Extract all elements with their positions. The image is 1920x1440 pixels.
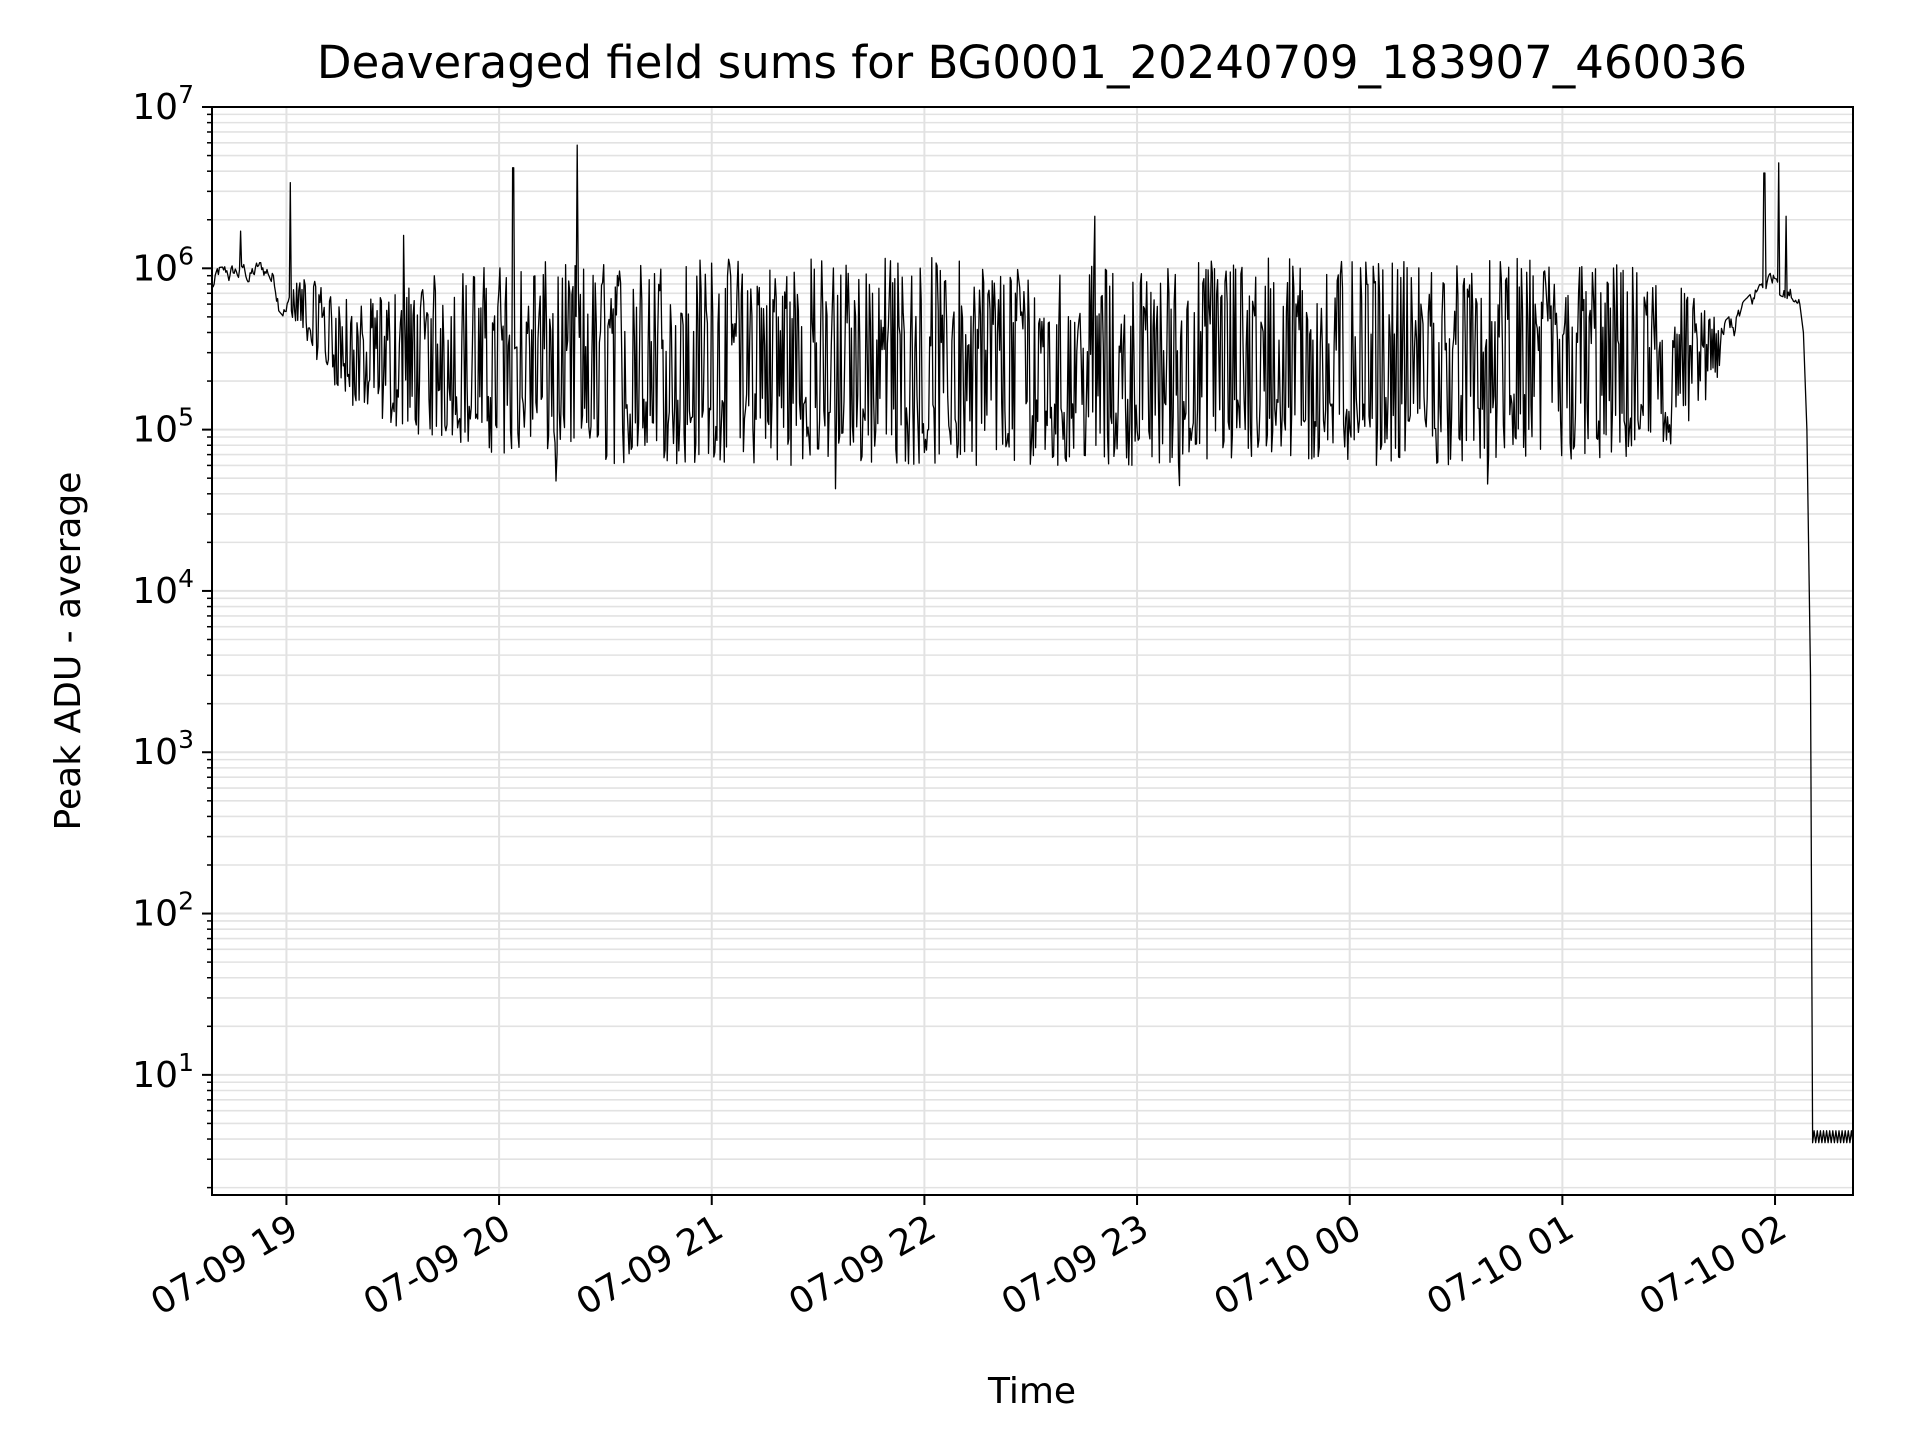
x-tick-label: 07-09 19 (144, 1207, 305, 1323)
y-axis: 101 102 103 104 105 106 107 (132, 80, 212, 1189)
x-tick-label: 07-09 20 (357, 1207, 518, 1323)
x-tick-label: 07-09 21 (570, 1207, 731, 1323)
x-tick-label: 07-09 22 (782, 1207, 943, 1323)
x-tick-label: 07-10 01 (1420, 1207, 1581, 1323)
y-tick-label: 102 (132, 887, 194, 935)
plot-area-frame (211, 106, 1854, 1196)
chart-title: Deaveraged field sums for BG0001_2024070… (317, 36, 1747, 89)
x-axis: 07-09 19 07-09 20 07-09 21 07-09 22 07-09 23… (144, 1195, 1794, 1324)
series-path (211, 144, 1854, 1144)
x-tick-label: 07-10 02 (1633, 1207, 1794, 1323)
y-tick-label: 104 (132, 564, 194, 612)
x-tick-label: 07-09 23 (995, 1207, 1156, 1323)
y-axis-label: Peak ADU - average (48, 472, 89, 831)
y-tick-label: 105 (132, 403, 194, 451)
x-tick-label: 07-10 00 (1208, 1207, 1369, 1323)
y-tick-label: 101 (132, 1048, 194, 1096)
x-axis-label: Time (987, 1371, 1076, 1412)
series-line (211, 144, 1854, 1144)
y-tick-label: 107 (132, 80, 194, 128)
y-tick-label: 106 (132, 241, 194, 289)
grid-lines (212, 106, 1853, 1195)
y-tick-label: 103 (132, 725, 194, 773)
